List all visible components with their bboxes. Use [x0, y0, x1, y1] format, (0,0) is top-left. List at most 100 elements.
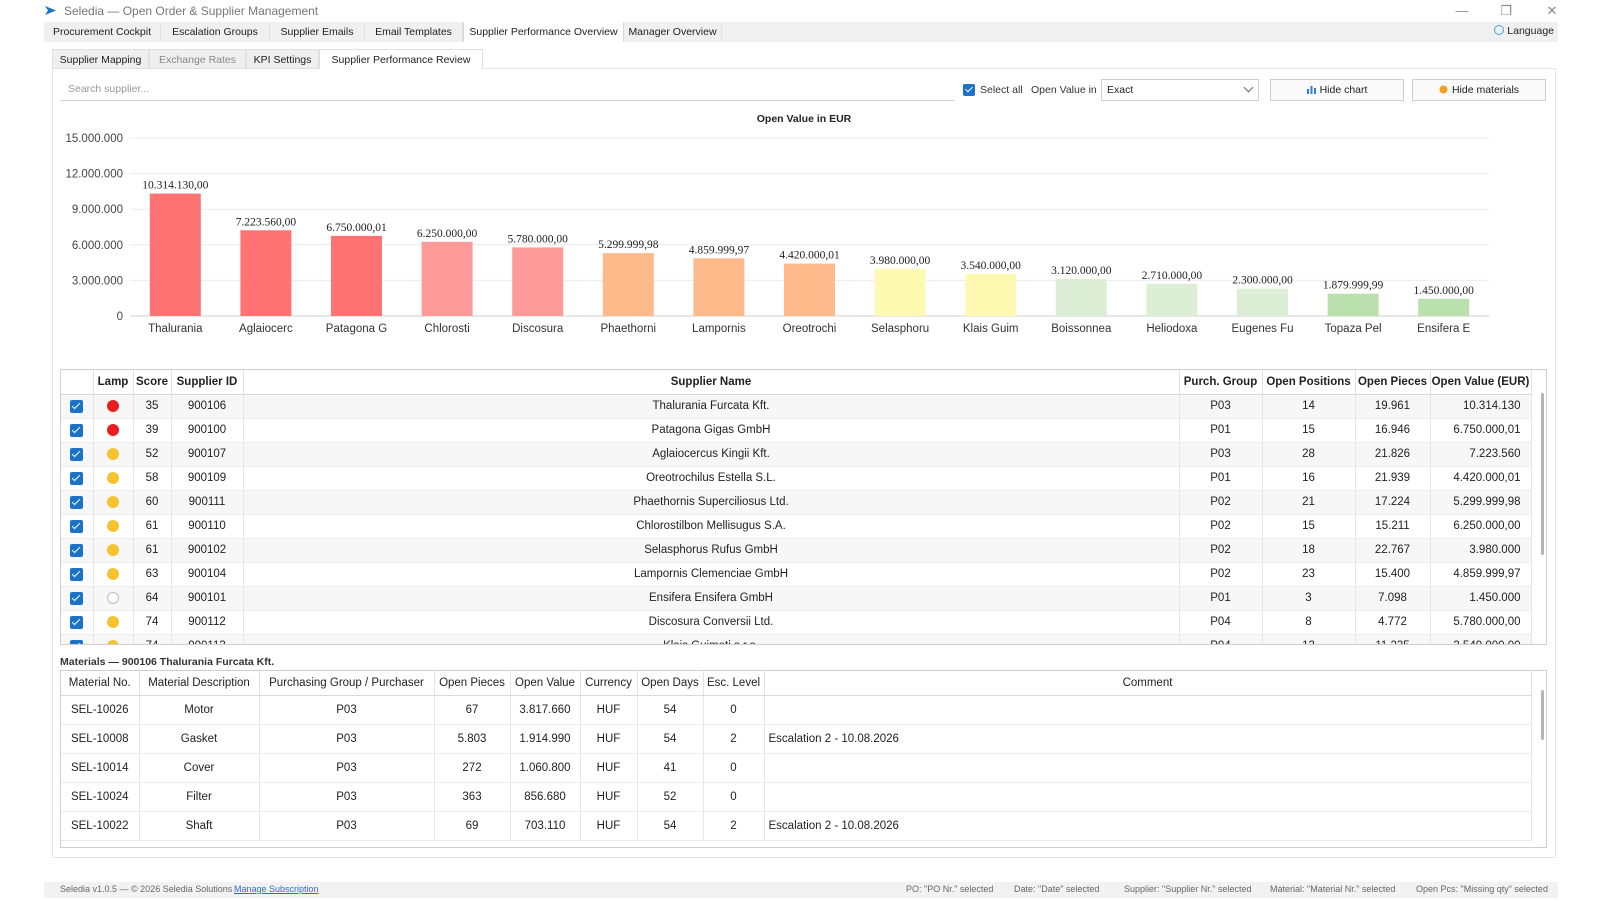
col-mat-open-value[interactable]: Open Value	[510, 671, 581, 696]
manage-subscription-link[interactable]: Manage Subscription	[234, 884, 319, 894]
row-checkbox[interactable]	[70, 423, 84, 437]
supplier-row[interactable]: 74900113Klais Guimeti s.r.o.P041311.2353…	[61, 634, 1532, 644]
select-all-checkbox[interactable]	[963, 84, 975, 96]
row-select-cell	[61, 466, 94, 491]
tab-manager-overview[interactable]: Manager Overview	[624, 22, 722, 42]
currency-cell: HUF	[580, 695, 638, 725]
row-checkbox[interactable]	[70, 399, 84, 413]
col-select[interactable]	[61, 370, 94, 395]
col-material-description[interactable]: Material Description	[139, 671, 260, 696]
row-checkbox[interactable]	[70, 519, 84, 533]
bar-value-label: 5.780.000,00	[508, 233, 569, 245]
row-checkbox[interactable]	[70, 471, 84, 485]
col-supplier-name[interactable]: Supplier Name	[243, 370, 1180, 395]
status-bar: Seledia v1.0.5 — © 2026 Seledia Solution…	[44, 882, 1558, 898]
row-checkbox[interactable]	[70, 447, 84, 461]
bar	[1327, 293, 1379, 316]
supplier-row[interactable]: 61 900110 Chlorostilbon Mellisugus S.A. P02…	[61, 514, 1532, 539]
chevron-down-icon	[1243, 82, 1254, 93]
supplier-row[interactable]: 52 900107 Aglaiocercus Kingii Kft. P03 28 21.…	[61, 442, 1532, 467]
supplier-row[interactable]: 39 900100 Patagona Gigas GmbH P01 15 16.946 6.…	[61, 418, 1532, 443]
open-positions-cell: 8	[1262, 610, 1356, 635]
col-esc-level[interactable]: Esc. Level	[703, 671, 765, 696]
supplier-row[interactable]: 60 900111 Phaethornis Superciliosus Ltd. P0…	[61, 490, 1532, 515]
purchasing-group-cell: P03	[259, 695, 435, 725]
supplier-row[interactable]: 63 900104 Lampornis Clemenciae GmbH P02 23 15…	[61, 562, 1532, 587]
open-pieces-cell: 21.826	[1355, 442, 1431, 467]
purch-group-cell: P01	[1179, 466, 1263, 491]
hide-chart-label: Hide chart	[1319, 84, 1368, 96]
supplier-row[interactable]: 58 900109 Oreotrochilus Estella S.L. P01 16 2…	[61, 466, 1532, 491]
col-material-no[interactable]: Material No.	[61, 671, 140, 696]
supplier-row[interactable]: 35 900106 Thalurania Furcata Kft. P03 14 19.9…	[61, 394, 1532, 419]
tab-supplier-performance-overview[interactable]: Supplier Performance Overview	[463, 22, 624, 42]
col-purchasing-group[interactable]: Purchasing Group / Purchaser	[259, 671, 435, 696]
row-checkbox[interactable]	[70, 639, 84, 644]
supplier-search-input[interactable]	[60, 78, 954, 101]
col-open-value[interactable]: Open Value (EUR)	[1430, 370, 1532, 395]
subtab-kpi-settings[interactable]: KPI Settings	[246, 49, 319, 69]
col-open-days[interactable]: Open Days	[637, 671, 704, 696]
lamp-cell	[93, 562, 134, 587]
open-value-mode-select[interactable]: Exact	[1101, 79, 1259, 101]
subtab-exchange-rates[interactable]: Exchange Rates	[149, 49, 246, 69]
material-row[interactable]: SEL-10008 Gasket P03 5.803 1.914.990 HUF 54 2 Es…	[61, 724, 1532, 754]
score-cell: 74	[133, 634, 172, 644]
close-button[interactable]: ✕	[1546, 3, 1558, 18]
materials-table: Material No. Material Description Purcha…	[61, 671, 1532, 841]
col-purch-group[interactable]: Purch. Group	[1179, 370, 1263, 395]
supplier-row[interactable]: 64 900101 Ensifera Ensifera GmbH P01 3 7.098 1…	[61, 586, 1532, 611]
tab-procurement-cockpit[interactable]: Procurement Cockpit	[44, 22, 161, 42]
bar-value-label: 3.540.000,00	[961, 260, 1022, 272]
material-row[interactable]: SEL-10014 Cover P03 272 1.060.800 HUF 41 0	[61, 753, 1532, 783]
supplier-table-scrollbar[interactable]	[1541, 393, 1544, 555]
row-checkbox[interactable]	[70, 591, 84, 605]
supplier-name-cell: Lampornis Clemenciae GmbH	[243, 562, 1180, 587]
tab-escalation-groups[interactable]: Escalation Groups	[161, 22, 270, 42]
subtab-supplier-mapping[interactable]: Supplier Mapping	[52, 49, 149, 69]
col-supplier-id[interactable]: Supplier ID	[171, 370, 244, 395]
minimize-button[interactable]: —	[1455, 3, 1469, 18]
subtab-supplier-performance-review[interactable]: Supplier Performance Review	[319, 49, 483, 69]
supplier-name-cell: Thalurania Furcata Kft.	[243, 394, 1180, 419]
row-checkbox[interactable]	[70, 567, 84, 581]
tab-email-templates[interactable]: Email Templates	[365, 22, 463, 42]
col-open-pieces[interactable]: Open Pieces	[1355, 370, 1431, 395]
maximize-button[interactable]: ❐	[1500, 3, 1512, 18]
col-currency[interactable]: Currency	[580, 671, 638, 696]
materials-table-scrollbar[interactable]	[1541, 690, 1544, 740]
tab-supplier-emails[interactable]: Supplier Emails	[270, 22, 365, 42]
row-checkbox[interactable]	[70, 495, 84, 509]
material-row[interactable]: SEL-10022 Shaft P03 69 703.110 HUF 54 2 Escalati…	[61, 811, 1532, 841]
hide-materials-button[interactable]: Hide materials	[1412, 79, 1546, 101]
supplier-name-cell: Aglaiocercus Kingii Kft.	[243, 442, 1180, 467]
col-open-positions[interactable]: Open Positions	[1262, 370, 1356, 395]
language-selector[interactable]: Language	[1494, 25, 1554, 37]
supplier-row[interactable]: 74 900112 Discosura Conversii Ltd. P04 8 4.77…	[61, 610, 1532, 635]
hide-chart-button[interactable]: Hide chart	[1270, 79, 1404, 101]
col-score[interactable]: Score	[133, 370, 172, 395]
mat-open-pieces-cell: 363	[434, 782, 511, 812]
mat-open-value-cell: 1.060.800	[510, 753, 581, 783]
supplier-name-cell: Selasphorus Rufus GmbH	[243, 538, 1180, 563]
material-description-cell: Filter	[139, 782, 260, 812]
col-lamp[interactable]: Lamp	[93, 370, 134, 395]
row-select-cell	[61, 610, 94, 635]
col-comment[interactable]: Comment	[764, 671, 1532, 696]
supplier-row[interactable]: 61 900102 Selasphorus Rufus GmbH P02 18 22.76…	[61, 538, 1532, 563]
col-mat-open-pieces[interactable]: Open Pieces	[434, 671, 511, 696]
y-tick-label: 3.000.000	[72, 275, 123, 287]
open-positions-cell: 21	[1262, 490, 1356, 515]
material-row[interactable]: SEL-10026 Motor P03 67 3.817.660 HUF 54 0	[61, 695, 1532, 725]
open-pieces-cell: 4.772	[1355, 610, 1431, 635]
open-pieces-cell: 15.211	[1355, 514, 1431, 539]
status-material: Material: "Material Nr." selected	[1270, 884, 1396, 894]
bar-value-label: 7.223.560,00	[236, 216, 297, 228]
row-checkbox[interactable]	[70, 543, 84, 557]
row-checkbox[interactable]	[70, 615, 84, 629]
material-row[interactable]: SEL-10024 Filter P03 363 856.680 HUF 52 0	[61, 782, 1532, 812]
app-logo-icon	[45, 6, 56, 15]
x-tick-label: Boissonnea	[1051, 323, 1112, 335]
lamp-cell	[93, 610, 134, 635]
open-value-cell: 10.314.130	[1430, 394, 1532, 419]
